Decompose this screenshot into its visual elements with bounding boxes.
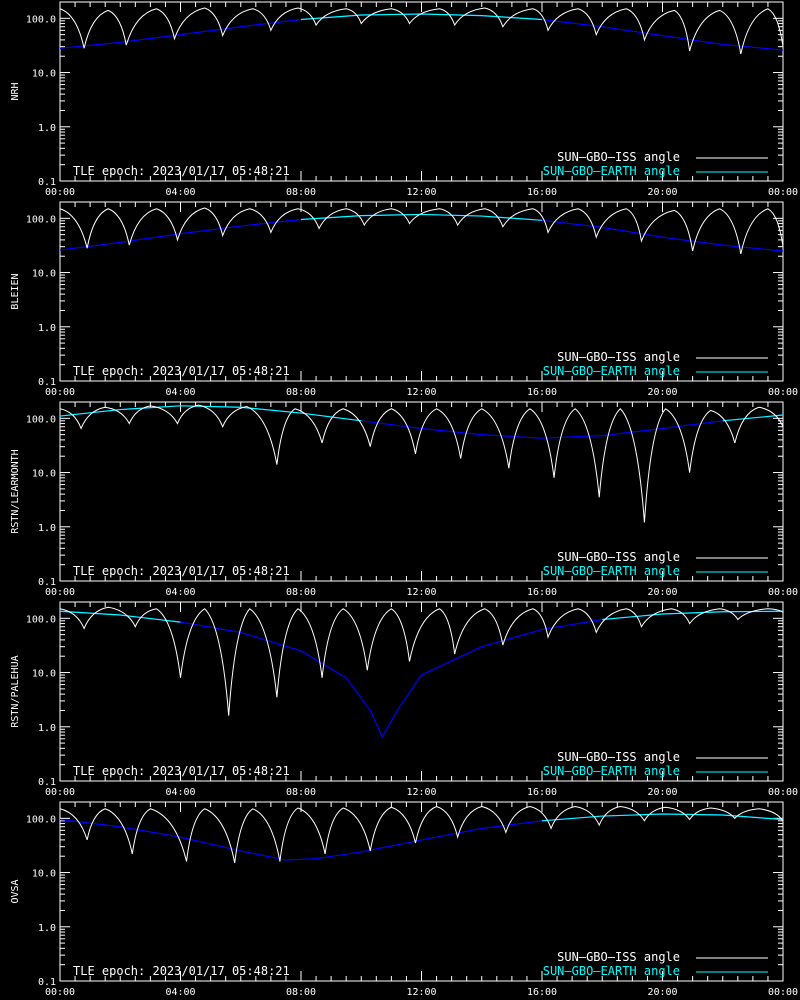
- x-tick-label: 00:00: [768, 787, 798, 798]
- y-tick-label: 1.0: [38, 123, 56, 134]
- y-tick-label: 100.0: [26, 614, 56, 625]
- y-axis-label: RSTN/LEARMONTH: [10, 449, 21, 533]
- x-tick-label: 00:00: [768, 187, 798, 198]
- y-tick-label: 100.0: [26, 814, 56, 825]
- tle-epoch-annotation: TLE epoch: 2023/01/17 05:48:21: [73, 364, 290, 378]
- x-tick-label: 16:00: [527, 387, 557, 398]
- series-sun-gbo-earth-line-highlight: [59, 405, 362, 422]
- x-tick-label: 00:00: [45, 587, 75, 598]
- y-axis-label: RSTN/PALEHUA: [10, 655, 21, 727]
- x-tick-label: 00:00: [45, 187, 75, 198]
- chart-panel: 100.010.01.00.100:00 04:00 08:00 12:00 16:00…: [10, 801, 798, 998]
- series-sun-gbo-iss-line: [59, 404, 784, 523]
- y-tick-label: 0.1: [38, 377, 56, 388]
- y-tick-label: 0.1: [38, 777, 56, 788]
- tle-epoch-annotation: TLE epoch: 2023/01/17 05:48:21: [73, 964, 290, 978]
- chart-panel: 100.010.01.00.100:00 04:00 08:00 12:00 16:00…: [10, 201, 798, 398]
- x-tick-label: 04:00: [165, 987, 195, 998]
- x-tick-label: 12:00: [406, 987, 436, 998]
- x-tick-label: 20:00: [647, 587, 677, 598]
- legend-label-iss: SUN–GBO–ISS angle: [557, 750, 680, 764]
- x-tick-label: 12:00: [406, 387, 436, 398]
- x-tick-label: 00:00: [768, 387, 798, 398]
- x-tick-label: 04:00: [165, 187, 195, 198]
- tle-epoch-annotation: TLE epoch: 2023/01/17 05:48:21: [73, 164, 290, 178]
- y-tick-label: 10.0: [32, 869, 56, 880]
- x-tick-label: 20:00: [647, 387, 677, 398]
- series-sun-gbo-iss-line: [59, 207, 784, 255]
- series-sun-gbo-iss-line: [59, 7, 784, 55]
- chart-panel: 100.010.01.00.100:00 04:00 08:00 12:00 16:00…: [10, 601, 798, 798]
- legend-label-iss: SUN–GBO–ISS angle: [557, 550, 680, 564]
- x-tick-label: 04:00: [165, 787, 195, 798]
- x-tick-label: 08:00: [286, 987, 316, 998]
- series-sun-gbo-earth-line-highlight: [300, 13, 543, 21]
- x-tick-label: 00:00: [45, 987, 75, 998]
- y-tick-label: 0.1: [38, 177, 56, 188]
- series-sun-gbo-earth-line: [59, 213, 784, 252]
- y-tick-label: 100.0: [26, 214, 56, 225]
- x-tick-label: 04:00: [165, 587, 195, 598]
- x-tick-label: 04:00: [165, 387, 195, 398]
- x-tick-label: 20:00: [647, 187, 677, 198]
- x-tick-label: 12:00: [406, 187, 436, 198]
- x-tick-label: 16:00: [527, 987, 557, 998]
- y-axis-label: NRH: [10, 82, 21, 100]
- legend-label-earth: SUN–GBO–EARTH angle: [543, 164, 680, 178]
- y-tick-label: 0.1: [38, 977, 56, 988]
- x-tick-label: 16:00: [527, 787, 557, 798]
- series-sun-gbo-earth-line-highlight: [541, 813, 784, 822]
- series-sun-gbo-earth-line-highlight: [722, 414, 784, 422]
- x-tick-label: 08:00: [286, 187, 316, 198]
- x-tick-label: 08:00: [286, 387, 316, 398]
- chart-panel: 100.010.01.00.100:00 04:00 08:00 12:00 16:00…: [10, 401, 798, 598]
- legend-label-iss: SUN–GBO–ISS angle: [557, 950, 680, 964]
- series-sun-gbo-earth-line-highlight: [300, 213, 543, 221]
- legend-label-earth: SUN–GBO–EARTH angle: [543, 964, 680, 978]
- x-tick-label: 00:00: [768, 987, 798, 998]
- y-tick-label: 10.0: [32, 69, 56, 80]
- series-sun-gbo-iss-line: [59, 806, 784, 864]
- y-tick-label: 10.0: [32, 269, 56, 280]
- series-sun-gbo-iss-line: [59, 606, 784, 716]
- x-tick-label: 08:00: [286, 787, 316, 798]
- y-tick-label: 10.0: [32, 469, 56, 480]
- y-tick-label: 0.1: [38, 577, 56, 588]
- x-tick-label: 20:00: [647, 787, 677, 798]
- chart-panel: 100.010.01.00.100:00 04:00 08:00 12:00 16:00…: [10, 1, 798, 198]
- x-tick-label: 12:00: [406, 587, 436, 598]
- y-axis-label: OVSA: [10, 879, 21, 903]
- legend-label-earth: SUN–GBO–EARTH angle: [543, 764, 680, 778]
- x-tick-label: 20:00: [647, 987, 677, 998]
- y-tick-label: 1.0: [38, 523, 56, 534]
- x-tick-label: 00:00: [45, 387, 75, 398]
- legend-label-earth: SUN–GBO–EARTH angle: [543, 364, 680, 378]
- series-sun-gbo-earth-line: [59, 13, 784, 51]
- series-sun-gbo-earth-line-highlight: [59, 610, 181, 623]
- legend-label-iss: SUN–GBO–ISS angle: [557, 350, 680, 364]
- legend-label-iss: SUN–GBO–ISS angle: [557, 150, 680, 164]
- y-tick-label: 100.0: [26, 414, 56, 425]
- y-tick-label: 1.0: [38, 723, 56, 734]
- y-tick-label: 10.0: [32, 669, 56, 680]
- x-tick-label: 08:00: [286, 587, 316, 598]
- x-tick-label: 16:00: [527, 187, 557, 198]
- y-tick-label: 1.0: [38, 323, 56, 334]
- x-tick-label: 00:00: [45, 787, 75, 798]
- y-tick-label: 100.0: [26, 14, 56, 25]
- series-sun-gbo-earth-line: [59, 610, 784, 739]
- y-tick-label: 1.0: [38, 923, 56, 934]
- series-sun-gbo-earth-line-highlight: [602, 610, 784, 621]
- legend-label-earth: SUN–GBO–EARTH angle: [543, 564, 680, 578]
- y-axis-label: BLEIEN: [10, 273, 21, 309]
- tle-epoch-annotation: TLE epoch: 2023/01/17 05:48:21: [73, 564, 290, 578]
- x-tick-label: 00:00: [768, 587, 798, 598]
- x-tick-label: 16:00: [527, 587, 557, 598]
- x-tick-label: 12:00: [406, 787, 436, 798]
- tle-epoch-annotation: TLE epoch: 2023/01/17 05:48:21: [73, 764, 290, 778]
